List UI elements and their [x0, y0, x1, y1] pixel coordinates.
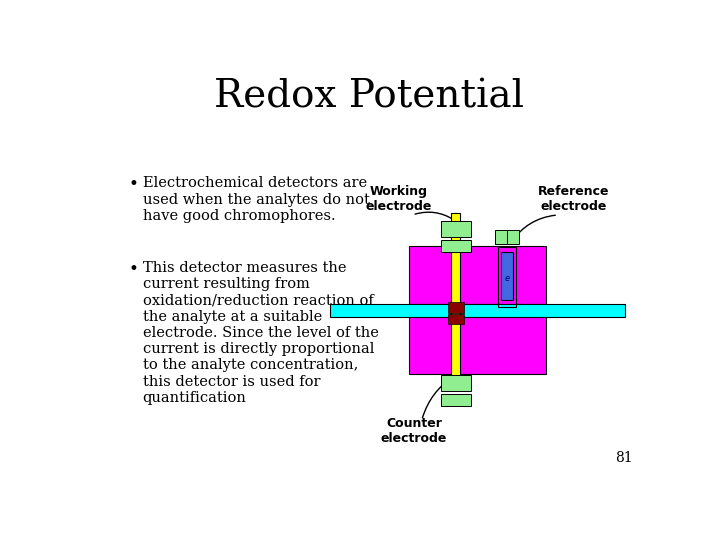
Bar [441, 240, 471, 252]
Text: •: • [129, 177, 139, 193]
Text: Reference
electrode: Reference electrode [538, 185, 609, 213]
Bar [441, 221, 471, 237]
Text: Electrochemical detectors are
used when the analytes do not
have good chromophor: Electrochemical detectors are used when … [143, 177, 369, 223]
Text: Counter
electrode: Counter electrode [381, 417, 447, 446]
Text: e: e [505, 274, 510, 283]
Bar [448, 314, 464, 325]
Bar [330, 303, 625, 316]
Bar [495, 231, 507, 244]
Bar [441, 375, 471, 390]
Bar [409, 316, 546, 374]
Bar [448, 302, 464, 313]
Bar [409, 246, 546, 303]
Text: 81: 81 [615, 451, 632, 465]
Bar [507, 231, 519, 244]
Bar [451, 213, 461, 381]
Bar [500, 252, 513, 300]
Text: Redox Potential: Redox Potential [214, 79, 524, 116]
Text: Working
electrode: Working electrode [365, 185, 431, 213]
Text: •: • [129, 261, 139, 278]
Bar [498, 247, 516, 307]
Bar [441, 394, 471, 406]
Text: This detector measures the
current resulting from
oxidation/reduction reaction o: This detector measures the current resul… [143, 261, 379, 405]
